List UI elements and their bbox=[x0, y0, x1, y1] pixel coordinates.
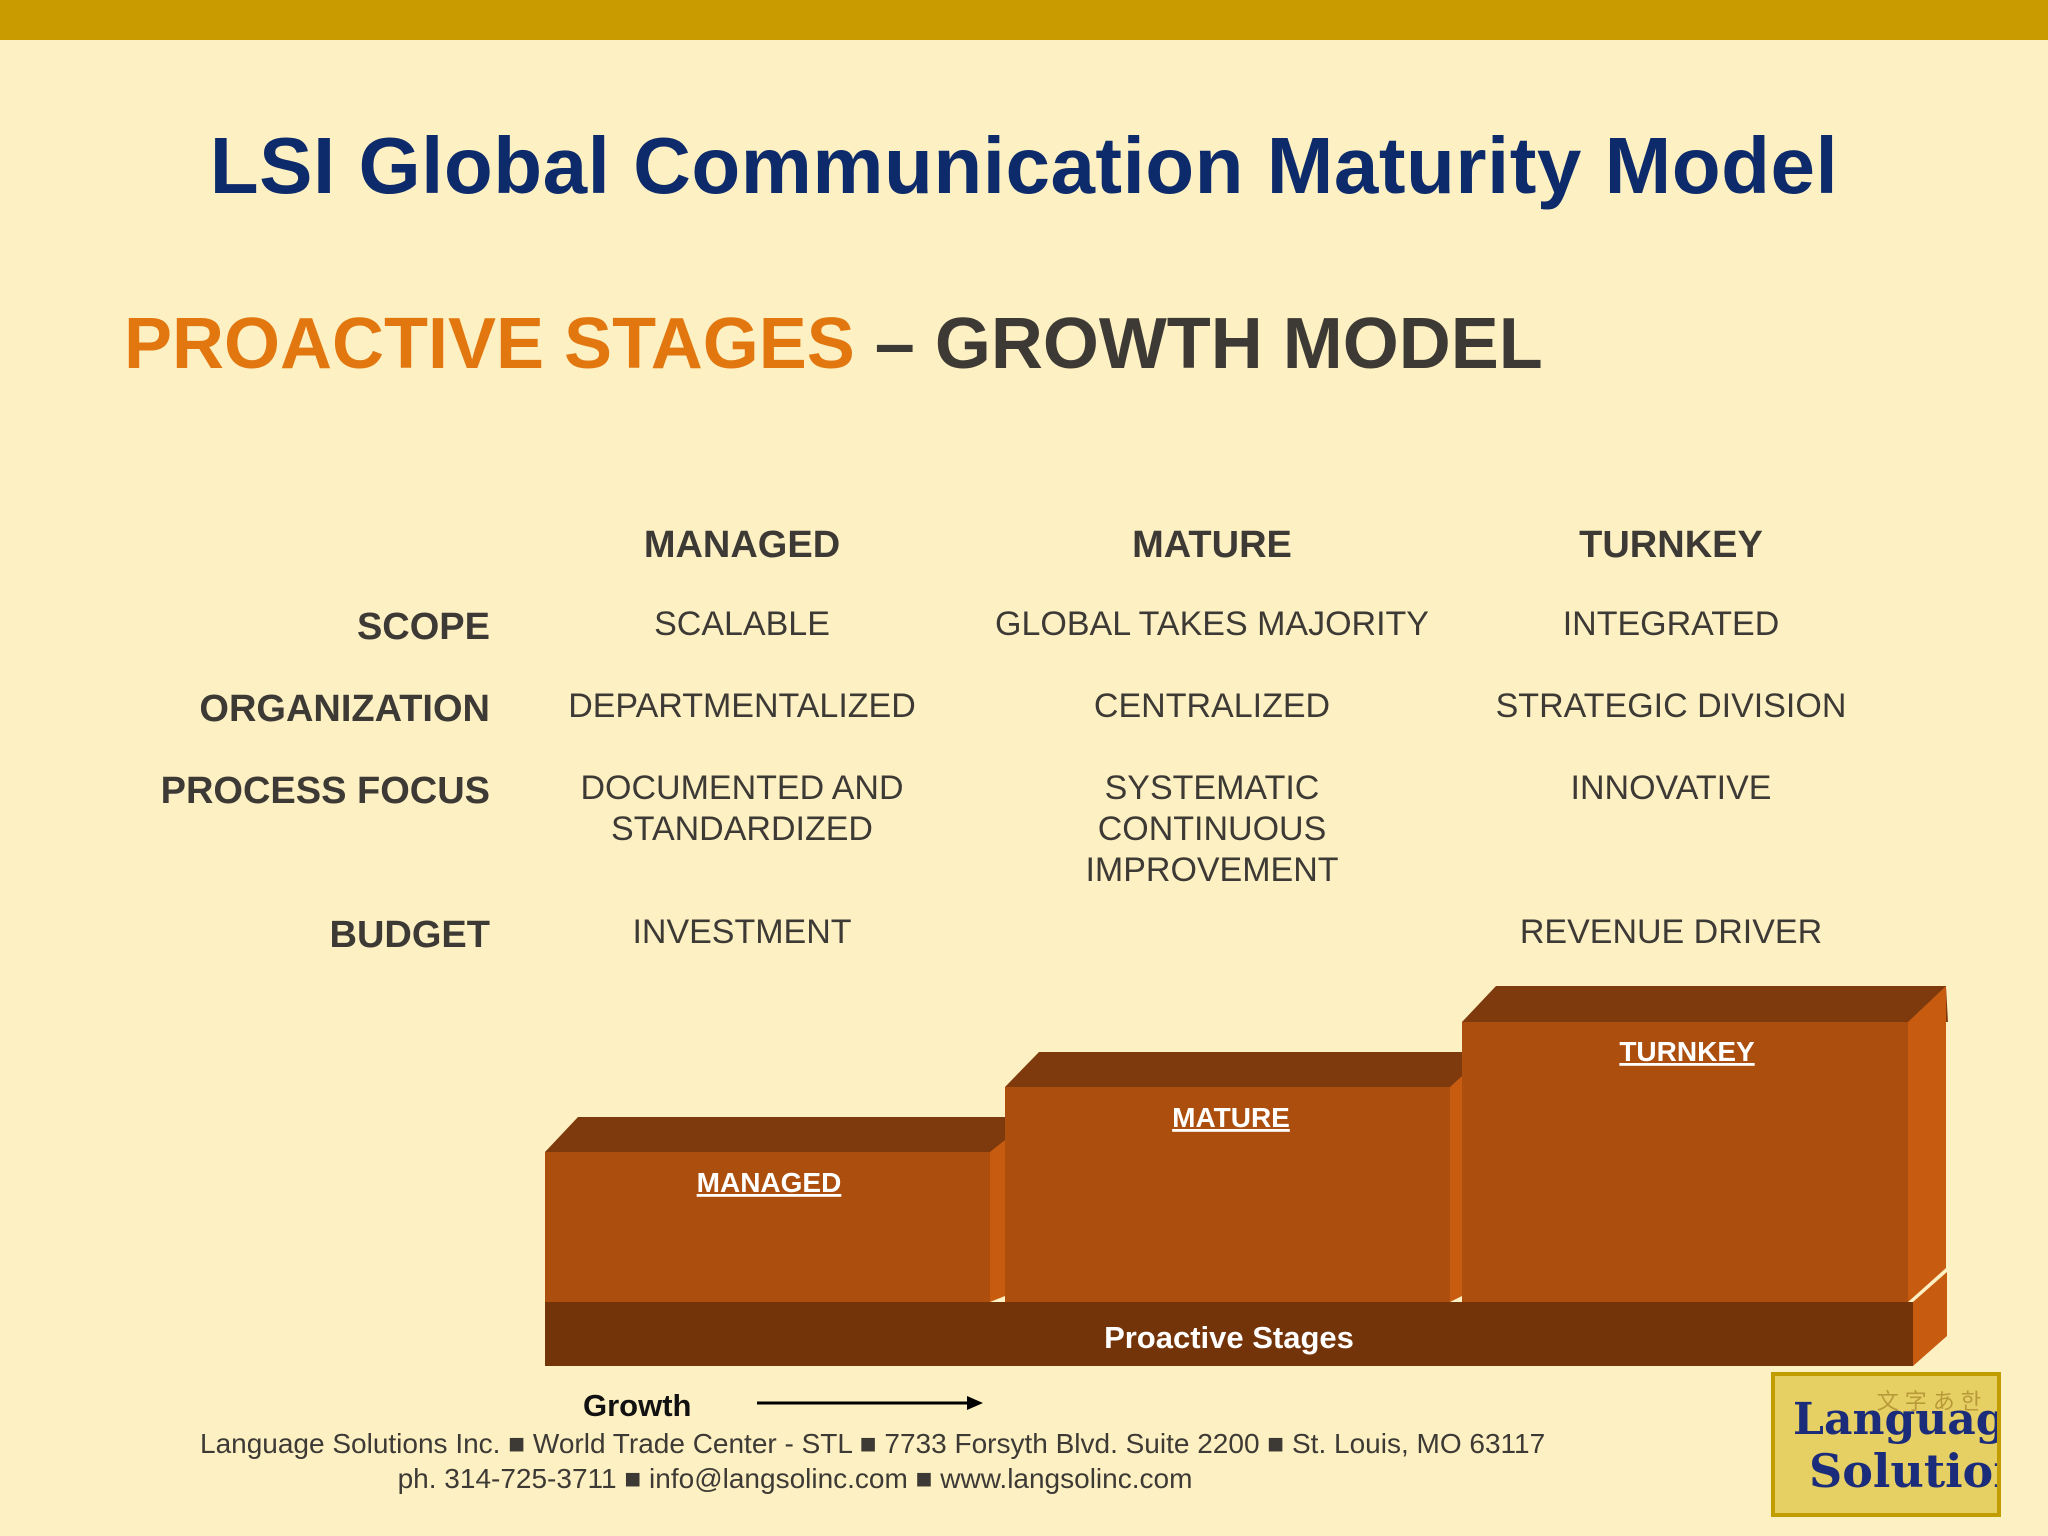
section-subtitle: PROACTIVE STAGES – GROWTH MODEL bbox=[124, 303, 1543, 385]
cell-process-mature: SYSTEMATIC CONTINUOUS IMPROVEMENT bbox=[1085, 769, 1339, 889]
column-header-managed: MANAGED bbox=[643, 524, 841, 566]
cell-process-managed: DOCUMENTED AND STANDARDIZED bbox=[580, 769, 904, 848]
cell-process-turnkey: INNOVATIVE bbox=[1570, 769, 1772, 807]
cell-budget-managed: INVESTMENT bbox=[632, 913, 852, 951]
row-label-budget: BUDGET bbox=[329, 914, 490, 956]
managed-step-front bbox=[545, 1152, 990, 1302]
base-front-face bbox=[545, 1302, 1913, 1366]
company-logo: 文字あ한 Language Solutions bbox=[1771, 1372, 2001, 1517]
logo-text-line2: Solutions bbox=[1809, 1444, 1997, 1498]
row-label-process-focus: PROCESS FOCUS bbox=[160, 770, 490, 812]
cell-organization-managed: DEPARTMENTALIZED bbox=[568, 687, 916, 725]
logo-glyphs-decoration: 文字あ한 bbox=[1876, 1390, 1987, 1415]
footer-address: Language Solutions Inc. ■ World Trade Ce… bbox=[200, 1428, 1546, 1459]
footer-contact: ph. 314-725-3711 ■ info@langsolinc.com ■… bbox=[397, 1463, 1193, 1494]
managed-step-top bbox=[545, 1117, 1005, 1152]
step-label-turnkey: TURNKEY bbox=[1619, 1036, 1755, 1067]
cell-organization-mature: CENTRALIZED bbox=[1093, 687, 1331, 725]
growth-label: Growth bbox=[583, 1388, 692, 1423]
growth-arrow-icon bbox=[757, 1396, 983, 1410]
base-side-face bbox=[1913, 1272, 1947, 1366]
subtitle-proactive: PROACTIVE STAGES bbox=[124, 304, 855, 384]
mature-step-top bbox=[1005, 1052, 1462, 1087]
step-label-managed: MANAGED bbox=[697, 1167, 842, 1198]
cell-budget-turnkey: REVENUE DRIVER bbox=[1519, 913, 1823, 951]
logo-text-line1: Language bbox=[1793, 1394, 1997, 1445]
step-label-mature: MATURE bbox=[1172, 1102, 1290, 1133]
subtitle-growth: GROWTH MODEL bbox=[934, 304, 1543, 384]
row-label-scope: SCOPE bbox=[356, 606, 490, 648]
turnkey-step-front bbox=[1462, 1022, 1908, 1302]
mature-step-front bbox=[1005, 1087, 1450, 1302]
cell-scope-turnkey: INTEGRATED bbox=[1562, 605, 1780, 643]
page-title: LSI Global Communication Maturity Model bbox=[209, 121, 1839, 210]
base-label: Proactive Stages bbox=[1104, 1320, 1354, 1355]
cell-scope-mature: GLOBAL TAKES MAJORITY bbox=[995, 605, 1429, 643]
column-header-turnkey: TURNKEY bbox=[1579, 524, 1763, 566]
subtitle-dash: – bbox=[854, 304, 935, 384]
mature-step-side bbox=[1450, 1076, 1462, 1302]
turnkey-step-top bbox=[1462, 986, 1948, 1022]
row-label-organization: ORGANIZATION bbox=[199, 688, 490, 730]
cell-scope-managed: SCALABLE bbox=[654, 605, 830, 643]
turnkey-step-side bbox=[1908, 986, 1946, 1302]
managed-step-side bbox=[990, 1140, 1005, 1302]
top-accent-bar bbox=[0, 0, 2048, 40]
column-header-mature: MATURE bbox=[1132, 524, 1292, 566]
cell-organization-turnkey: STRATEGIC DIVISION bbox=[1495, 687, 1847, 725]
